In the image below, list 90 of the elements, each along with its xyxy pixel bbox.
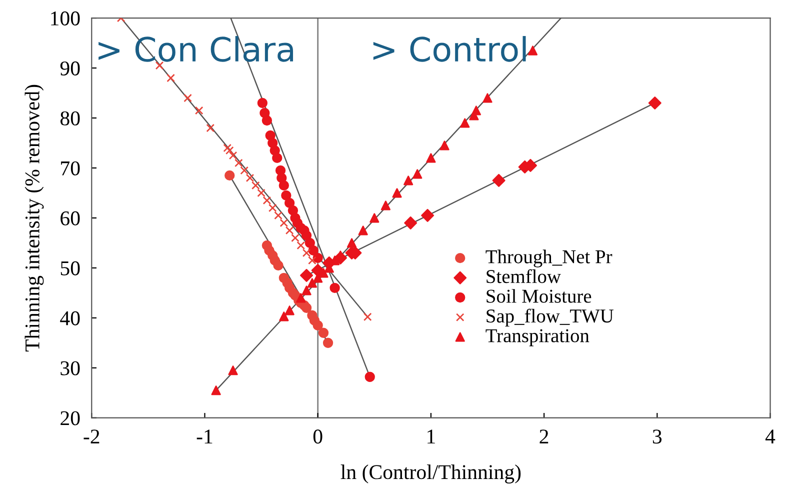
point xyxy=(257,98,268,108)
point xyxy=(330,282,340,293)
point xyxy=(281,190,292,201)
point xyxy=(370,213,380,223)
point xyxy=(262,196,272,205)
point xyxy=(482,93,492,103)
legend-label: Stemflow xyxy=(486,269,561,284)
point xyxy=(312,252,323,263)
point xyxy=(460,118,470,128)
point xyxy=(302,286,312,296)
legend-label: Sap_flow_TWU xyxy=(486,308,614,327)
point xyxy=(296,241,306,250)
x-tick-label: 4 xyxy=(765,430,776,444)
point xyxy=(284,306,294,316)
point xyxy=(364,372,375,382)
point xyxy=(278,180,289,191)
point xyxy=(234,158,243,168)
point xyxy=(279,312,289,322)
point xyxy=(421,208,434,222)
x-axis-title: ln (Control/Thinning) xyxy=(340,464,521,484)
point xyxy=(240,166,248,175)
point xyxy=(318,328,329,338)
point xyxy=(223,144,232,152)
point xyxy=(318,268,328,278)
x-tick-label: 0 xyxy=(313,430,322,444)
point xyxy=(300,268,314,282)
point xyxy=(274,211,282,220)
y-tick-label: 30 xyxy=(60,361,80,376)
y-tick-label: 80 xyxy=(60,111,80,126)
x-tick-label: 3 xyxy=(652,430,662,444)
y-tick-label: 20 xyxy=(60,411,80,426)
point xyxy=(246,174,254,182)
point xyxy=(291,234,300,242)
point xyxy=(322,338,334,348)
point xyxy=(285,226,294,235)
point xyxy=(194,106,204,115)
legend-label: Through_Net Pr xyxy=(486,250,612,268)
x-tick-label: 2 xyxy=(540,430,548,444)
x-tick-label: -1 xyxy=(196,430,212,444)
point xyxy=(184,94,192,102)
point xyxy=(301,230,312,241)
point xyxy=(404,216,418,230)
point xyxy=(308,256,316,265)
point xyxy=(426,153,436,163)
point xyxy=(225,146,234,155)
point xyxy=(228,151,238,160)
point xyxy=(648,96,662,110)
y-tick-label: 90 xyxy=(60,61,80,76)
point xyxy=(392,188,402,198)
annotation: > Control xyxy=(373,36,526,62)
x-tick-label: 1 xyxy=(428,430,435,444)
point xyxy=(272,152,282,164)
point xyxy=(307,278,317,288)
point xyxy=(404,176,414,186)
point xyxy=(302,248,311,258)
y-tick-label: 50 xyxy=(60,261,80,276)
point xyxy=(308,245,318,256)
point xyxy=(211,386,221,396)
point xyxy=(358,226,368,236)
point xyxy=(301,302,312,313)
point xyxy=(304,238,316,248)
point xyxy=(206,124,215,132)
point xyxy=(380,200,391,210)
point xyxy=(412,169,422,179)
y-tick-label: 60 xyxy=(60,211,80,226)
point xyxy=(273,260,284,270)
point xyxy=(268,204,277,212)
y-tick-label: 70 xyxy=(61,161,80,176)
point xyxy=(251,181,260,190)
point xyxy=(284,198,295,208)
point xyxy=(262,115,272,126)
point xyxy=(224,170,235,181)
y-axis-title: Thinning intensity (% removed) xyxy=(24,84,44,352)
point xyxy=(528,46,538,56)
point xyxy=(346,238,357,248)
point xyxy=(312,320,323,330)
x-tick-label: -2 xyxy=(84,430,100,444)
point xyxy=(228,366,238,376)
point xyxy=(440,140,450,150)
point xyxy=(280,218,288,228)
point xyxy=(492,174,506,187)
legend-label: Transpiration xyxy=(486,329,590,346)
y-tick-label: 40 xyxy=(60,311,80,326)
y-tick-label: 100 xyxy=(51,11,80,26)
point xyxy=(296,293,306,303)
point xyxy=(166,74,175,82)
point xyxy=(257,188,266,198)
legend-label: Soil Moisture xyxy=(486,289,592,303)
point xyxy=(363,312,372,322)
point xyxy=(471,106,481,116)
